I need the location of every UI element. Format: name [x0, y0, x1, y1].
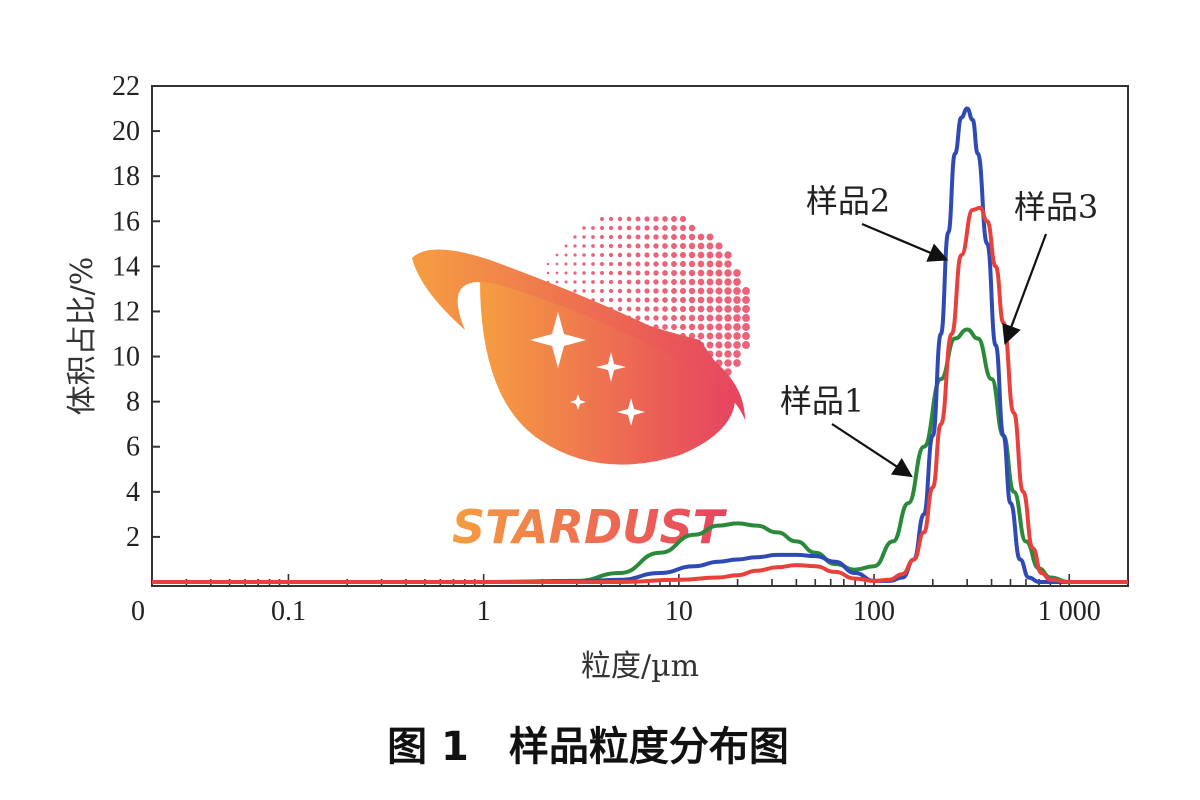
annotation-label-2: 样品2: [806, 182, 890, 220]
x-tick-label: 100: [853, 596, 895, 627]
x-tick-label: 10: [665, 596, 693, 627]
y-tick-label: 18: [112, 161, 140, 192]
y-tick-label: 16: [112, 206, 140, 237]
annotation-arrow-1: [831, 423, 913, 478]
y-tick-label: 10: [112, 342, 140, 373]
annotation-arrow-3: [1002, 233, 1048, 345]
y-tick-label: 6: [126, 432, 140, 463]
logo-planet: [480, 280, 736, 465]
y-axis: 2 4 6 8 10 12 14 16 18 20 22 0: [112, 71, 160, 627]
y-tick-label: 8: [126, 387, 140, 418]
y-tick-label: 4: [126, 477, 140, 508]
annotation-label-1: 样品1: [780, 382, 864, 420]
figure-caption: 图 1 样品粒度分布图: [387, 724, 789, 770]
annotation-arrow-2: [861, 222, 949, 262]
annotation-layer: 样品1 样品2 样品3: [780, 182, 1098, 478]
logo-text: STARDUST: [452, 500, 728, 554]
logo-ring: [412, 249, 745, 420]
logo-stars: [530, 312, 645, 426]
y-tick-label: 12: [112, 296, 140, 327]
origin-label: 0: [131, 596, 145, 627]
x-axis-title: 粒度/µm: [581, 649, 699, 684]
y-tick-label: 14: [112, 251, 140, 282]
x-axis: 0.1 1 10 100 1 000: [151, 574, 1129, 627]
y-axis-title: 体积占比/%: [65, 257, 100, 416]
stardust-logo: STARDUST: [412, 215, 750, 554]
x-tick-label: 1 000: [1038, 596, 1101, 627]
x-tick-label: 0.1: [271, 596, 306, 627]
x-tick-label: 1: [477, 596, 491, 627]
plot-frame: [151, 85, 1129, 587]
y-tick-label: 2: [126, 522, 140, 553]
y-tick-label: 22: [112, 71, 140, 102]
series-line-2: [151, 106, 1128, 585]
annotation-label-3: 样品3: [1014, 188, 1098, 226]
series-line-1: [151, 327, 1128, 585]
series-line-3: [151, 205, 1128, 585]
series-layer: [151, 106, 1128, 585]
y-tick-label: 20: [112, 116, 140, 147]
